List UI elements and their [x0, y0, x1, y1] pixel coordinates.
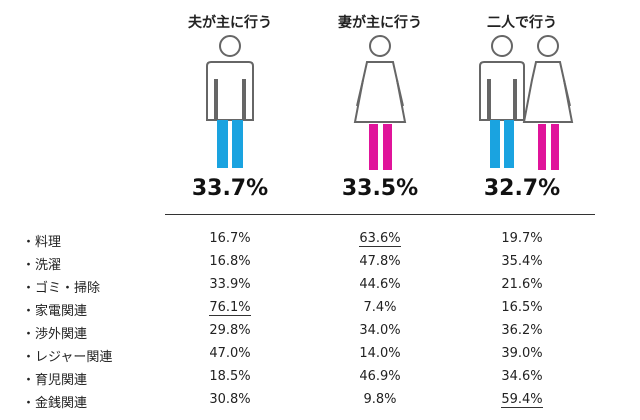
- row-label: ・家電関連: [22, 304, 88, 319]
- total-husband: 33.7%: [191, 176, 269, 201]
- cell-husband-highlight: 76.1%: [209, 300, 251, 316]
- cell-wife: 44.6%: [359, 277, 401, 292]
- cell-wife: 14.0%: [359, 346, 401, 361]
- couple-wife-left-leg: [538, 124, 546, 170]
- cell-husband: 16.7%: [209, 231, 251, 246]
- man-icon: [206, 35, 254, 168]
- cell-both: 16.5%: [501, 300, 543, 315]
- row-label: ・ゴミ・掃除: [22, 281, 101, 296]
- cell-husband: 29.8%: [209, 323, 251, 338]
- row-label: ・レジャー関連: [22, 350, 113, 365]
- couple-wife-right-leg: [551, 124, 559, 170]
- cell-both: 19.7%: [501, 231, 543, 246]
- row-label: ・料理: [22, 235, 62, 250]
- cell-husband: 33.9%: [209, 277, 251, 292]
- total-both: 32.7%: [483, 176, 561, 201]
- cell-husband: 16.8%: [209, 254, 251, 269]
- wife-left-leg: [369, 124, 378, 170]
- cell-husband: 30.8%: [209, 392, 251, 407]
- divider-line: [165, 214, 595, 215]
- woman-icon: [353, 35, 407, 170]
- couple-husband-right-leg: [504, 120, 514, 168]
- row-label: ・金銭関連: [22, 396, 88, 411]
- cell-both: 39.0%: [501, 346, 543, 361]
- total-wife: 33.5%: [341, 176, 419, 201]
- cell-wife: 46.9%: [359, 369, 401, 384]
- cell-both: 21.6%: [501, 277, 543, 292]
- row-label: ・育児関連: [22, 373, 88, 388]
- row-label: ・渉外関連: [22, 327, 88, 342]
- cell-husband: 18.5%: [209, 369, 251, 384]
- column-header-both: 二人で行う: [487, 15, 557, 31]
- cell-wife: 9.8%: [363, 392, 397, 407]
- column-header-wife: 妻が主に行う: [338, 15, 422, 31]
- cell-wife: 34.0%: [359, 323, 401, 338]
- cell-husband: 47.0%: [209, 346, 251, 361]
- cell-wife-highlight: 63.6%: [359, 231, 401, 247]
- couple-husband-left-leg: [490, 120, 500, 168]
- row-label: ・洗濯: [22, 258, 62, 273]
- cell-both: 36.2%: [501, 323, 543, 338]
- cell-both: 34.6%: [501, 369, 543, 384]
- couple-icon: [479, 35, 574, 170]
- cell-wife: 7.4%: [363, 300, 397, 315]
- cell-both: 35.4%: [501, 254, 543, 269]
- wife-right-leg: [383, 124, 392, 170]
- column-header-husband: 夫が主に行う: [188, 15, 272, 31]
- husband-right-leg: [232, 120, 243, 168]
- cell-wife: 47.8%: [359, 254, 401, 269]
- husband-left-leg: [217, 120, 228, 168]
- cell-both-highlight: 59.4%: [501, 392, 543, 408]
